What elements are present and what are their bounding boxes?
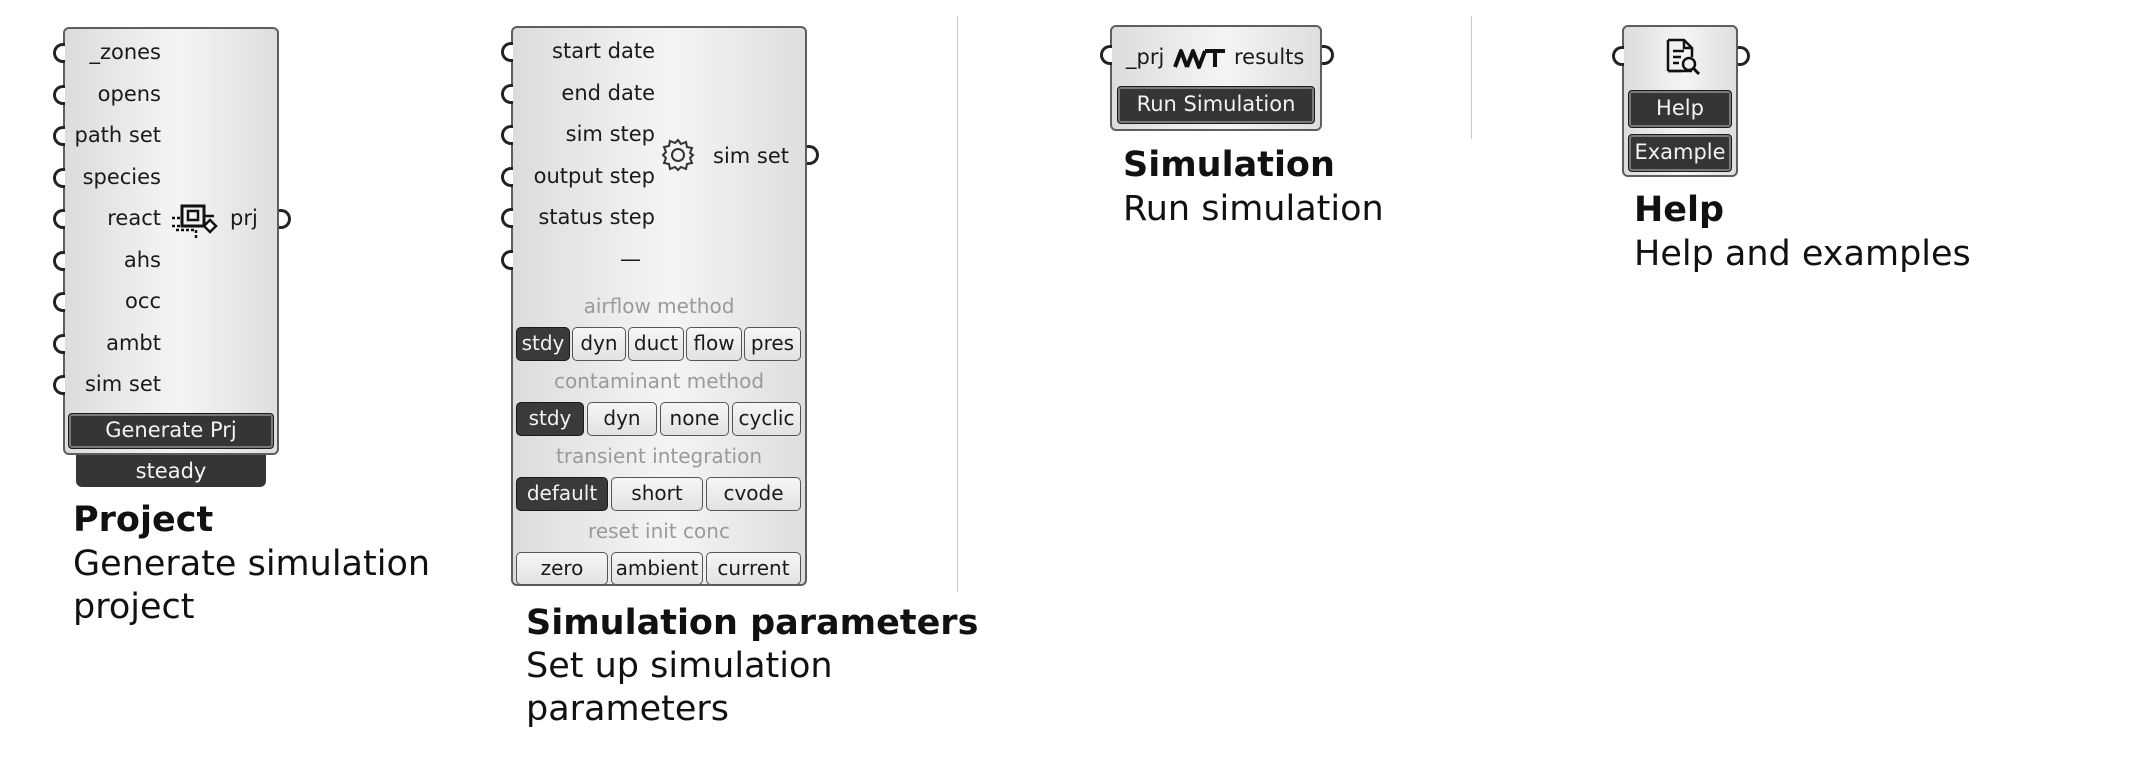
mode-badge: steady [76,455,266,487]
input-unnamed: — [620,247,641,271]
input-species: species [82,165,161,189]
separator [957,16,958,592]
input-sim-step: sim step [565,122,655,146]
contaminant-option-cyclic[interactable]: cyclic [732,402,801,436]
example-button[interactable]: Example [1628,134,1732,172]
input-zones: _zones [89,40,161,64]
transient-option-short[interactable]: short [611,477,703,511]
input-grip[interactable] [53,292,65,312]
help-description: Help and examples [1634,234,1971,274]
input-sim-set: sim set [84,372,161,396]
generate-prj-button[interactable]: Generate Prj [68,413,274,449]
contaminant-option-none[interactable]: none [660,402,729,436]
input-grip[interactable] [1612,46,1624,66]
input-ahs: ahs [123,248,161,272]
input-grip[interactable] [53,375,65,395]
contaminant-method-title: contaminant method [553,369,765,393]
airflow-option-pres[interactable]: pres [744,327,801,361]
input-occ: occ [125,289,161,313]
run-simulation-button[interactable]: Run Simulation [1117,86,1315,124]
sim-params-component[interactable]: start date end date sim step output step… [511,26,807,586]
input-grip[interactable] [501,167,513,187]
sim-params-description: Set up simulation parameters [526,646,833,729]
airflow-option-flow[interactable]: flow [686,327,742,361]
input-grip[interactable] [1100,45,1112,65]
document-search-icon [1666,38,1701,76]
airflow-option-dyn[interactable]: dyn [572,327,626,361]
input-ambt: ambt [106,331,161,355]
sim-params-title: Simulation parameters [526,603,979,643]
input-start-date: start date [552,39,655,63]
airflow-option-stdy[interactable]: stdy [516,327,570,361]
output-grip[interactable] [1322,45,1334,65]
separator [1471,16,1472,139]
gear-icon [661,138,695,172]
help-title: Help [1634,190,1725,230]
transient-integration-title: transient integration [555,444,762,468]
simulation-component[interactable]: _prj results Run Simulation [1110,25,1322,131]
project-component[interactable]: _zones opens path set species react ahs … [63,27,279,455]
output-grip[interactable] [279,209,291,229]
input-end-date: end date [561,81,655,105]
input-grip[interactable] [53,126,65,146]
input-react: react [107,206,161,230]
input-grip[interactable] [501,125,513,145]
input-path-set: path set [74,123,161,147]
input-grip[interactable] [53,209,65,229]
reset-option-zero[interactable]: zero [516,552,608,585]
reset-option-ambient[interactable]: ambient [611,552,703,585]
network-project-icon [172,204,218,238]
output-prj: prj [230,206,258,230]
input-output-step: output step [533,164,655,188]
input-grip[interactable] [53,85,65,105]
output-grip[interactable] [1738,46,1750,66]
help-button[interactable]: Help [1628,90,1732,128]
contam-logo-icon [1173,49,1225,69]
output-results: results [1234,45,1305,69]
help-component[interactable]: Help Example [1622,25,1738,177]
output-grip[interactable] [807,145,819,165]
contaminant-option-stdy[interactable]: stdy [516,402,584,436]
contaminant-option-dyn[interactable]: dyn [587,402,657,436]
output-sim-set: sim set [713,144,790,168]
input-grip[interactable] [53,334,65,354]
input-grip[interactable] [501,208,513,228]
simulation-description: Run simulation [1123,189,1384,229]
reset-init-conc-title: reset init conc [588,519,730,543]
input-grip[interactable] [501,42,513,62]
project-description: Generate simulation project [73,544,431,627]
input-grip[interactable] [53,43,65,63]
transient-option-cvode[interactable]: cvode [706,477,801,511]
transient-option-default[interactable]: default [516,477,608,511]
airflow-method-title: airflow method [583,294,735,318]
input-grip[interactable] [53,168,65,188]
input-grip[interactable] [501,250,513,270]
reset-option-current[interactable]: current [706,552,801,585]
project-title: Project [73,500,214,540]
airflow-option-duct[interactable]: duct [628,327,684,361]
input-grip[interactable] [53,251,65,271]
simulation-title: Simulation [1123,145,1335,185]
input-prj: _prj [1126,45,1165,69]
input-opens: opens [97,82,161,106]
input-status-step: status step [538,205,655,229]
input-grip[interactable] [501,84,513,104]
